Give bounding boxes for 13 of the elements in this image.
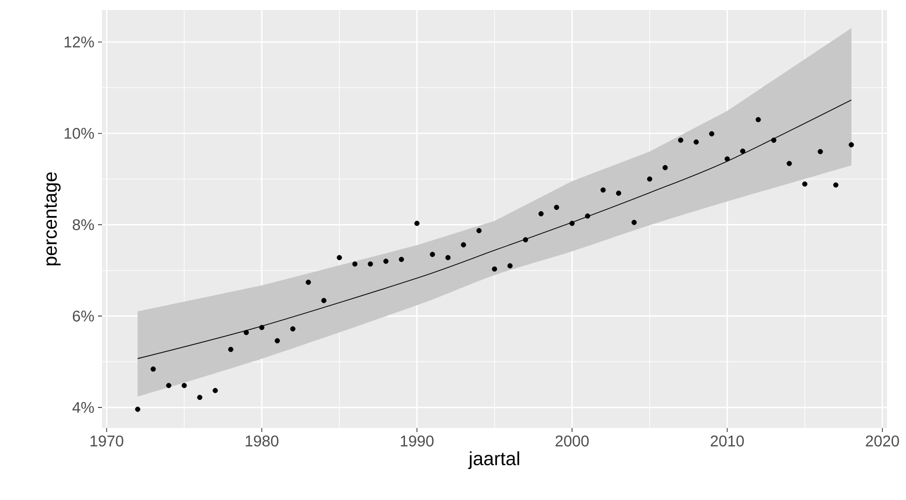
- x-tick-label: 2010: [710, 436, 744, 446]
- x-tick-label: 2000: [556, 436, 589, 446]
- x-tick-label: 1970: [90, 436, 124, 446]
- y-tick-label: 12%: [64, 36, 94, 48]
- y-tick-label: 8%: [72, 219, 94, 230]
- y-axis-title: percentage: [44, 172, 61, 266]
- x-tick-label: 2020: [866, 436, 899, 446]
- y-tick-label: 4%: [72, 402, 94, 413]
- x-tick-label: 1990: [400, 436, 434, 446]
- y-tick-label: 10%: [64, 128, 94, 139]
- y-tick-label: 6%: [72, 310, 94, 322]
- x-tick-label: 1980: [246, 436, 278, 446]
- x-axis-title: jaartal: [468, 451, 520, 470]
